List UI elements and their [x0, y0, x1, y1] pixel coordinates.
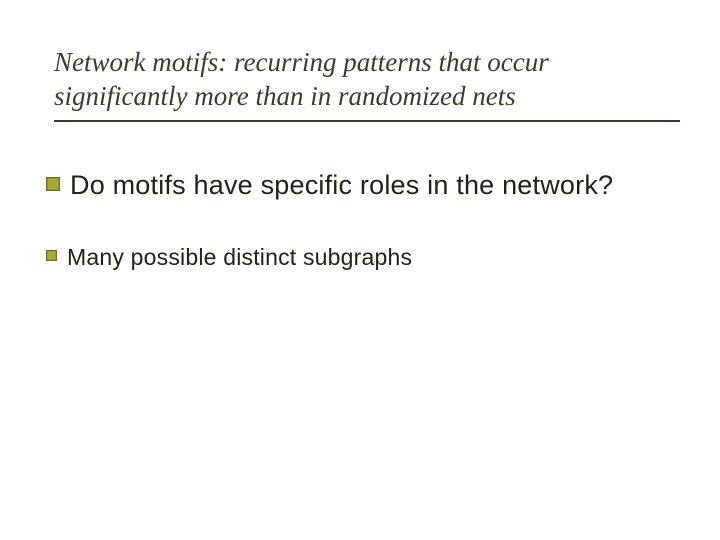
- slide-title: Network motifs: recurring patterns that …: [54, 46, 680, 114]
- square-bullet-icon: [46, 177, 60, 191]
- square-bullet-icon: [46, 250, 57, 261]
- bullet-text: Many possible distinct subgraphs: [67, 243, 412, 273]
- bullet-item: Do motifs have specific roles in the net…: [46, 168, 680, 203]
- bullet-text: Do motifs have specific roles in the net…: [70, 168, 613, 203]
- slide-body: Do motifs have specific roles in the net…: [46, 168, 680, 273]
- slide-title-block: Network motifs: recurring patterns that …: [54, 46, 680, 122]
- bullet-item: Many possible distinct subgraphs: [46, 243, 680, 273]
- title-underline: [54, 120, 680, 122]
